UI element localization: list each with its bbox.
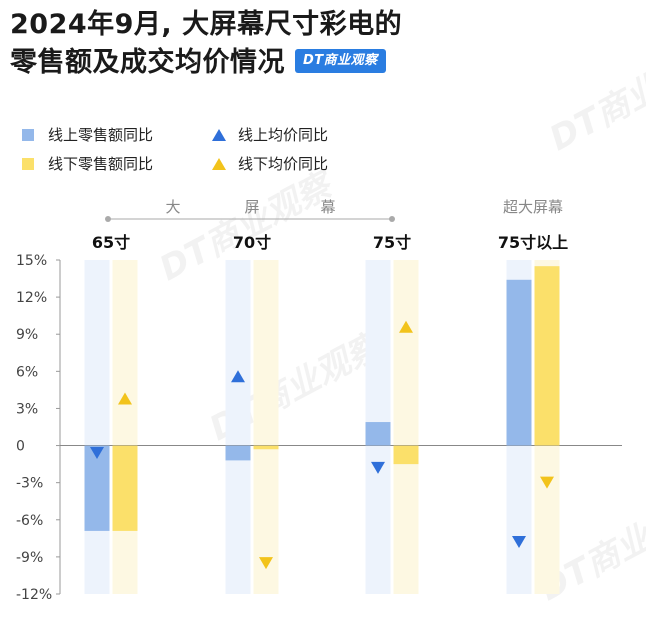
bar-offline-sales (253, 445, 279, 450)
group-caption-char: 幕 (320, 198, 335, 216)
category-label: 65寸 (92, 233, 130, 252)
legend-item-offline-price: 线下均价同比 (212, 153, 328, 174)
y-tick-label: -3% (16, 476, 43, 492)
brand-logo: DT商业观察 (295, 48, 386, 73)
group-bracket-dot (105, 216, 111, 222)
group-caption-super: 超大屏幕 (503, 198, 563, 216)
legend-label-online-sales: 线上零售额同比 (48, 126, 154, 144)
legend-swatch-offline-sales (22, 157, 34, 170)
category-label: 75寸以上 (498, 233, 568, 252)
bar-online-sales (506, 279, 532, 446)
offline-band (393, 260, 419, 594)
online-band (225, 260, 251, 594)
marker-online-price (90, 446, 104, 459)
marker-online-price (512, 536, 526, 549)
category-label: 75寸 (373, 233, 411, 252)
title-line-2-text: 零售额及成交均价情况 (10, 47, 285, 78)
title-line-2: 零售额及成交均价情况 DT商业观察 (10, 44, 402, 82)
y-tick-label: -9% (16, 550, 43, 566)
legend-item-online-price: 线上均价同比 (212, 124, 328, 145)
y-tick-label: -12% (16, 587, 52, 603)
bar-offline-sales (393, 445, 419, 465)
offline-band (112, 260, 138, 594)
legend-label-offline-sales: 线下零售额同比 (48, 155, 154, 173)
y-tick-label: 9% (16, 327, 38, 343)
marker-online-price (231, 370, 245, 383)
marker-offline-price (118, 392, 132, 405)
marker-offline-price (259, 557, 273, 570)
y-tick-label: 12% (16, 290, 47, 306)
offline-band (253, 260, 279, 594)
group-caption-char: 大 (165, 198, 180, 216)
legend-label-offline-price: 线下均价同比 (238, 155, 329, 173)
chart-title: 2024年9月, 大屏幕尺寸彩电的 零售额及成交均价情况 DT商业观察 (10, 6, 402, 82)
legend-swatch-online-sales (22, 128, 34, 141)
bar-offline-sales (534, 266, 560, 446)
marker-online-price (371, 461, 385, 474)
bar-online-sales (84, 445, 110, 531)
y-tick-label: 6% (16, 364, 38, 380)
marker-offline-price (540, 476, 554, 489)
legend-item-online-sales: 线上零售额同比 (22, 124, 153, 145)
group-bracket-dot (389, 216, 395, 222)
legend-label-online-price: 线上均价同比 (238, 126, 329, 144)
title-line-1: 2024年9月, 大屏幕尺寸彩电的 (10, 9, 403, 40)
category-label: 70寸 (233, 233, 271, 252)
triangle-up-icon (212, 128, 226, 141)
marker-offline-price (399, 320, 413, 333)
bar-online-sales (365, 422, 391, 446)
bar-offline-sales (112, 445, 138, 531)
y-tick-label: 15% (16, 253, 47, 269)
y-tick-label: -6% (16, 513, 43, 529)
y-tick-label: 0 (16, 439, 25, 455)
y-tick-label: 3% (16, 401, 38, 417)
online-band (84, 260, 110, 594)
legend-item-offline-sales: 线下零售额同比 (22, 153, 153, 174)
bar-online-sales (225, 445, 251, 461)
group-caption-char: 屏 (244, 198, 259, 216)
triangle-up-icon (212, 157, 226, 170)
